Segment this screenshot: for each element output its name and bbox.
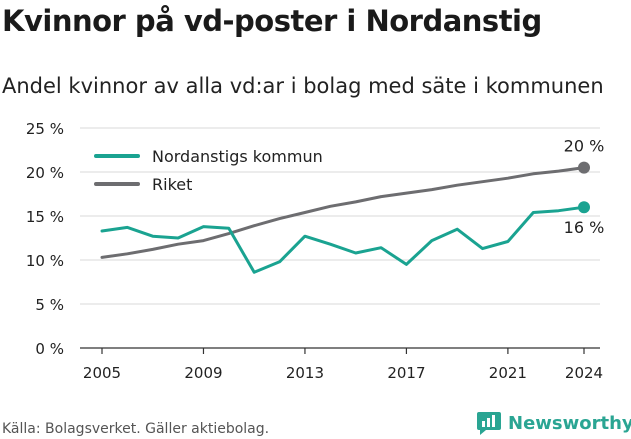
legend-label-nordanstig: Nordanstigs kommun bbox=[152, 147, 323, 166]
x-tick-label: 2013 bbox=[286, 364, 324, 382]
brand-logo: Newsworthy bbox=[476, 410, 631, 436]
y-tick-label: 0 % bbox=[35, 340, 64, 358]
x-tick-label: 2024 bbox=[565, 364, 603, 382]
brand-name: Newsworthy bbox=[508, 412, 631, 434]
chart-title: Kvinnor på vd-poster i Nordanstig bbox=[2, 4, 542, 38]
x-tick-label: 2005 bbox=[83, 364, 121, 382]
x-axis: 2005 2009 2013 2017 2021 2024 bbox=[83, 348, 603, 382]
end-label-riket: 20 % bbox=[564, 137, 605, 156]
source-note: Källa: Bolagsverket. Gäller aktiebolag. bbox=[2, 421, 270, 437]
y-tick-label: 5 % bbox=[35, 296, 64, 314]
y-tick-label: 15 % bbox=[26, 208, 64, 226]
gridlines bbox=[80, 127, 600, 349]
y-tick-label: 10 % bbox=[26, 252, 64, 270]
x-tick-label: 2021 bbox=[489, 364, 527, 382]
legend: Nordanstigs kommun Riket bbox=[94, 147, 323, 194]
y-axis: 0 % 5 % 10 % 15 % 20 % 25 % bbox=[26, 120, 64, 358]
end-point-riket bbox=[578, 161, 590, 174]
x-tick-label: 2017 bbox=[387, 364, 425, 382]
end-label-nordanstig: 16 % bbox=[564, 218, 605, 237]
newsworthy-logo-icon bbox=[477, 412, 501, 435]
legend-label-riket: Riket bbox=[152, 175, 192, 194]
series: 20 % 16 % bbox=[100, 137, 605, 274]
series-line-nordanstig bbox=[100, 205, 586, 274]
y-tick-label: 25 % bbox=[26, 120, 64, 138]
series-line-riket bbox=[100, 166, 586, 259]
y-tick-label: 20 % bbox=[26, 164, 64, 182]
chart-subtitle: Andel kvinnor av alla vd:ar i bolag med … bbox=[2, 74, 604, 98]
end-point-nordanstig bbox=[578, 201, 590, 214]
x-tick-label: 2009 bbox=[184, 364, 222, 382]
